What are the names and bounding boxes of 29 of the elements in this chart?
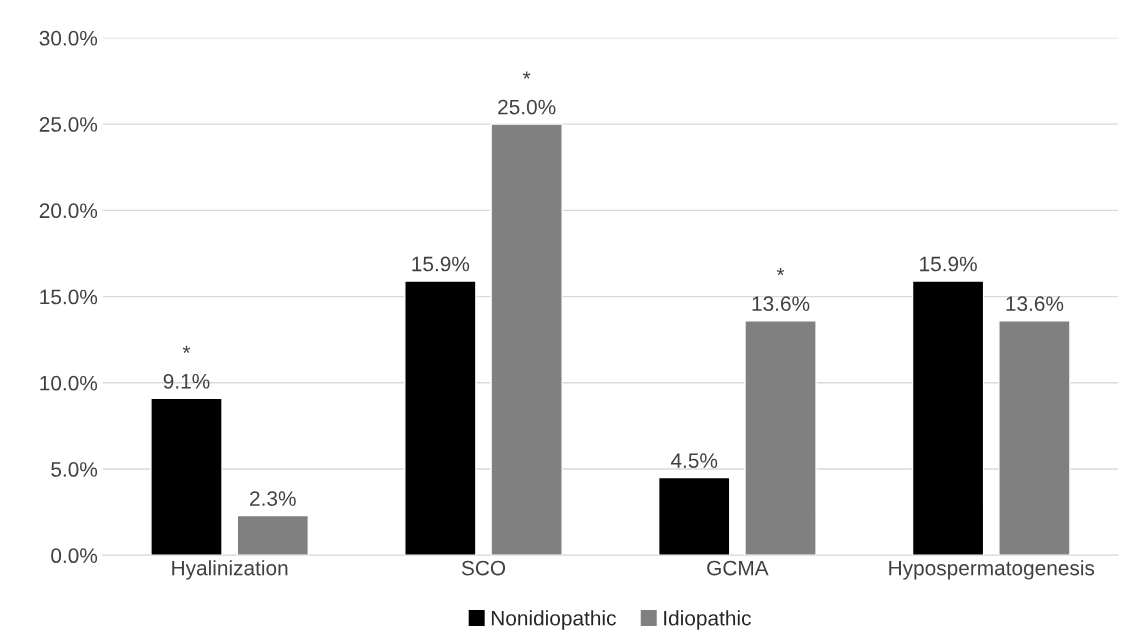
data-label: * 13.6% (752, 268, 810, 312)
bar (744, 320, 817, 556)
y-tick-label: 30.0% (39, 30, 98, 46)
x-tick-label: GCMA (707, 560, 769, 576)
legend-label: Idiopathic (664, 610, 751, 630)
x-tick-label: Hypospermatogenesis (889, 560, 1095, 580)
bar (150, 397, 223, 556)
x-tick-label: SCO (461, 560, 506, 576)
data-label: 15.9% (412, 256, 470, 272)
y-tick-label: 0.0% (51, 548, 98, 564)
data-label: 15.9% (920, 256, 977, 272)
y-tick-label: 10.0% (40, 375, 98, 391)
data-label: 4.5% (670, 453, 718, 468)
bar (911, 280, 985, 556)
y-tick-label: 15.0% (40, 289, 98, 305)
data-label: 13.6% (1006, 296, 1064, 312)
x-tick-label: Hyalinization (172, 560, 288, 580)
y-tick-label: 20.0% (39, 203, 98, 219)
y-tick-label: 5.0% (51, 462, 98, 477)
legend-label: Nonidiopathic (491, 610, 616, 630)
bar (404, 280, 477, 556)
data-label: 2.3% (250, 491, 296, 506)
bar (236, 514, 310, 556)
data-label: * 25.0% (498, 71, 556, 115)
data-label: * 9.1% (163, 345, 210, 389)
bar (490, 123, 563, 556)
bar (998, 320, 1071, 556)
bar (657, 476, 731, 556)
y-tick-label: 25.0% (39, 117, 98, 132)
